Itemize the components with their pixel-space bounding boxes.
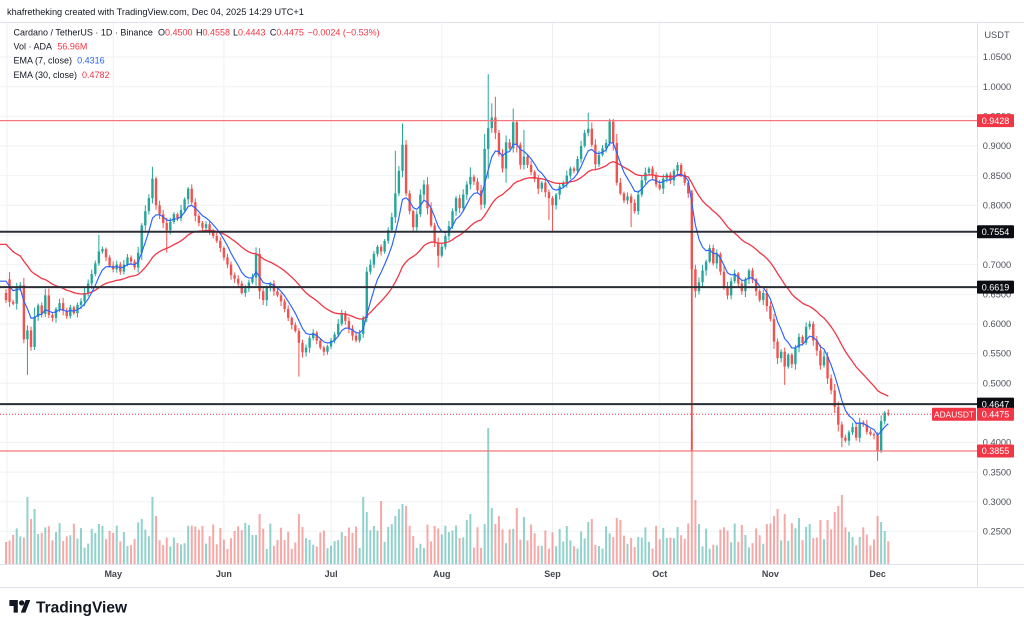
svg-text:0.2500: 0.2500 (983, 527, 1011, 537)
svg-text:USDT: USDT (984, 30, 1010, 40)
svg-text:1.0000: 1.0000 (983, 82, 1011, 92)
svg-text:0.6619: 0.6619 (982, 282, 1010, 292)
svg-text:0.7000: 0.7000 (983, 260, 1011, 270)
svg-text:0.9428: 0.9428 (982, 116, 1010, 126)
svg-text:0.8500: 0.8500 (983, 171, 1011, 181)
svg-text:0.4647: 0.4647 (982, 399, 1010, 409)
svg-text:EMA (7, close) 0.4316: EMA (7, close) 0.4316 (14, 56, 105, 66)
svg-text:0.8000: 0.8000 (983, 200, 1011, 210)
svg-text:0.3500: 0.3500 (983, 467, 1011, 477)
svg-text:0.3000: 0.3000 (983, 497, 1011, 507)
svg-text:0.7554: 0.7554 (982, 227, 1010, 237)
svg-text:0.9000: 0.9000 (983, 141, 1011, 151)
svg-text:0.5500: 0.5500 (983, 349, 1011, 359)
svg-text:TradingView: TradingView (36, 600, 128, 617)
svg-text:Nov: Nov (762, 569, 779, 579)
svg-text:0.5000: 0.5000 (983, 378, 1011, 388)
svg-text:khafretheking created with Tra: khafretheking created with TradingView.c… (7, 7, 304, 17)
svg-text:May: May (104, 569, 122, 579)
svg-text:Cardano / TetherUS · 1D · Bina: Cardano / TetherUS · 1D · Binance O0.4500… (14, 28, 380, 38)
svg-text:EMA (30, close) 0.4782: EMA (30, close) 0.4782 (14, 70, 110, 80)
svg-text:Jul: Jul (325, 569, 338, 579)
svg-text:Vol · ADA 56.96M: Vol · ADA 56.96M (14, 42, 88, 52)
svg-text:Dec: Dec (869, 569, 886, 579)
svg-text:ADAUSDT: ADAUSDT (934, 409, 974, 419)
svg-text:0.3855: 0.3855 (982, 446, 1010, 456)
svg-text:0.6500: 0.6500 (983, 289, 1011, 299)
svg-text:1.0500: 1.0500 (983, 52, 1011, 62)
svg-text:Jun: Jun (216, 569, 232, 579)
svg-text:0.4475: 0.4475 (982, 410, 1010, 420)
svg-text:Oct: Oct (652, 569, 667, 579)
svg-text:0.6000: 0.6000 (983, 319, 1011, 329)
svg-text:Aug: Aug (433, 569, 451, 579)
svg-text:0.4000: 0.4000 (983, 438, 1011, 448)
svg-text:Sep: Sep (544, 569, 561, 579)
